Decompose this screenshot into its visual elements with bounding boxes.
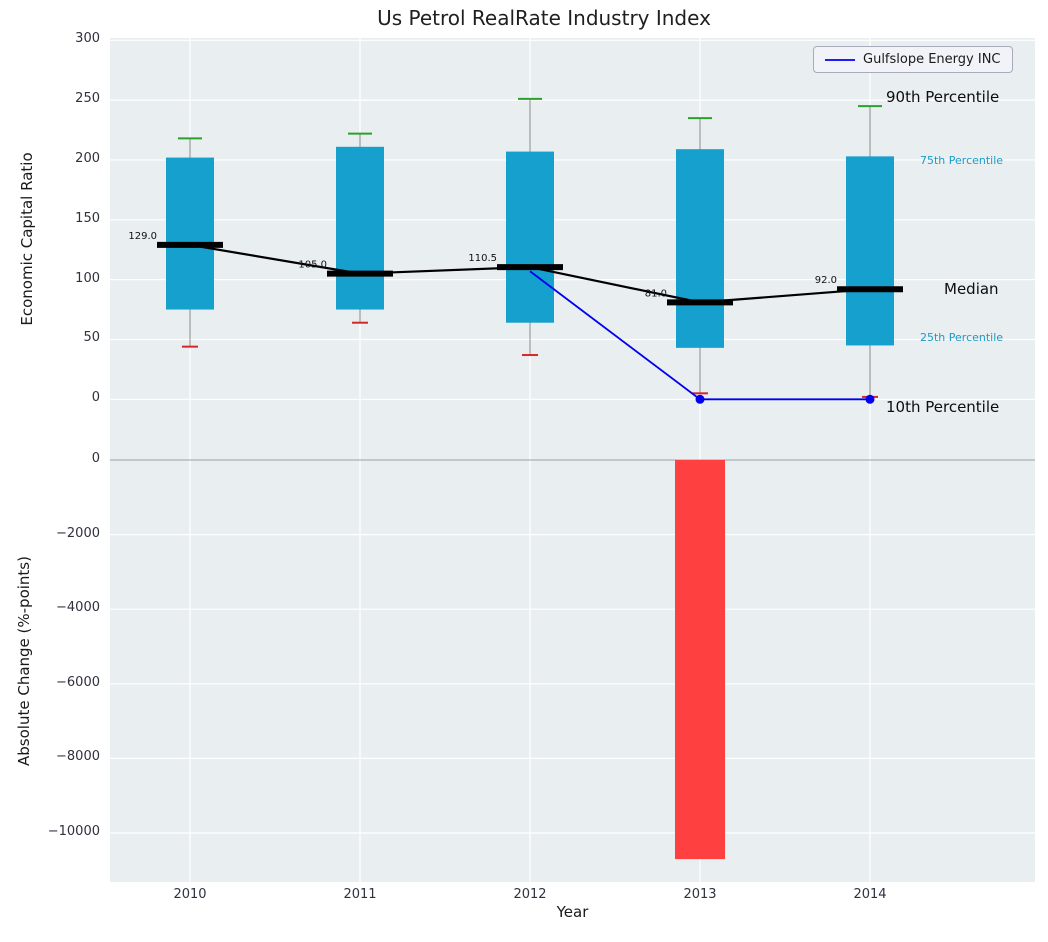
top-y-axis-label: Economic Capital Ratio [18,152,36,326]
y-tick-top-0: 0 [91,390,100,406]
bottom-y-axis-label: Absolute Change (%-points) [15,556,33,766]
y-tick-bottom--8000: −8000 [56,749,100,765]
annotation-90th-percentile: 90th Percentile [886,88,1000,106]
y-tick-bottom--2000: −2000 [56,525,100,541]
y-tick-bottom--6000: −6000 [56,674,100,690]
annotation-25th-percentile: 25th Percentile [920,331,1004,344]
y-tick-top-50: 50 [83,330,100,346]
x-tick-2014: 2014 [853,887,887,902]
y-tick-top-150: 150 [75,210,100,226]
y-tick-top-200: 200 [75,150,100,166]
bottom-panel-background [110,440,1035,882]
y-tick-top-100: 100 [75,270,100,286]
annotation-75th-percentile: 75th Percentile [920,154,1004,167]
y-tick-bottom--4000: −4000 [56,600,100,616]
annotation-10th-percentile: 10th Percentile [886,398,1000,416]
annotation-median: Median [944,280,999,298]
legend-line-icon [825,58,855,61]
x-tick-2012: 2012 [513,887,547,902]
legend-label: Gulfslope Energy INC [863,52,1001,67]
y-tick-bottom-0: 0 [91,451,100,466]
y-tick-top-250: 250 [75,91,100,107]
chart-title: Us Petrol RealRate Industry Index [377,6,711,30]
x-tick-2010: 2010 [173,887,207,902]
x-tick-2013: 2013 [683,887,717,902]
x-tick-2011: 2011 [343,887,377,902]
x-axis-label: Year [556,903,589,921]
y-tick-bottom--10000: −10000 [47,824,100,839]
legend: Gulfslope Energy INC [813,46,1013,73]
y-tick-top-300: 300 [75,31,100,47]
